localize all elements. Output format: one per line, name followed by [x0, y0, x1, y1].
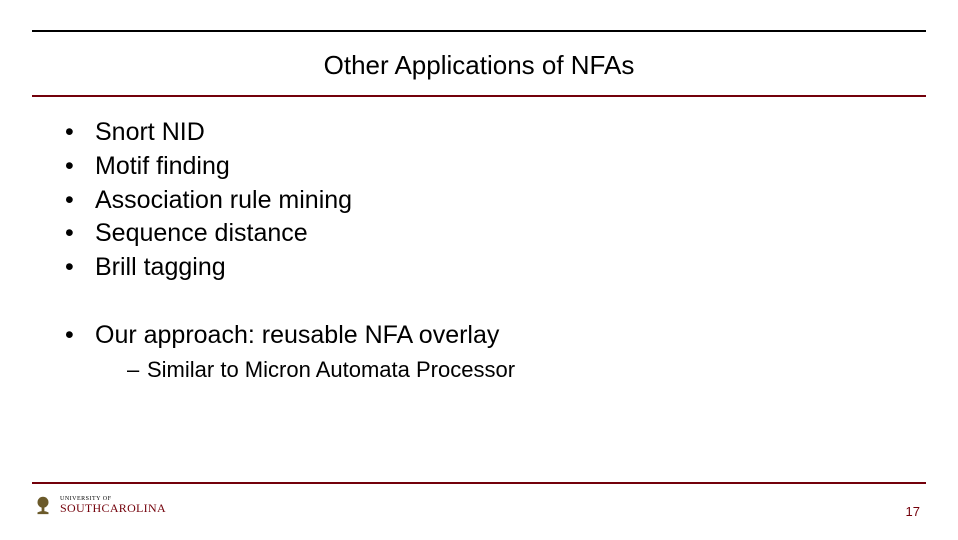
spacer: [65, 285, 898, 319]
sub-bullet-list: Similar to Micron Automata Processor: [95, 355, 898, 386]
logo-text: UNIVERSITY OF SOUTHCAROLINA: [60, 496, 166, 514]
bullet-list: Snort NID Motif finding Association rule…: [65, 116, 898, 285]
slide-title: Other Applications of NFAs: [0, 50, 958, 81]
logo-south: SOUTH: [60, 501, 102, 515]
bullet-item: Brill tagging: [65, 251, 898, 285]
bullet-item: Sequence distance: [65, 217, 898, 251]
slide-content: Snort NID Motif finding Association rule…: [65, 116, 898, 385]
sub-bullet-item: Similar to Micron Automata Processor: [95, 355, 898, 386]
bullet-item: Motif finding: [65, 150, 898, 184]
logo-carolina: CAROLINA: [102, 501, 166, 515]
divider-top-garnet: [32, 95, 926, 97]
slide: Other Applications of NFAs Snort NID Mot…: [0, 0, 958, 540]
bullet-item: Association rule mining: [65, 184, 898, 218]
usc-logo: UNIVERSITY OF SOUTHCAROLINA: [32, 494, 166, 516]
divider-top-black: [32, 30, 926, 32]
footer: UNIVERSITY OF SOUTHCAROLINA 17: [32, 490, 926, 530]
page-number: 17: [906, 504, 920, 519]
bullet-item: Our approach: reusable NFA overlay Simil…: [65, 319, 898, 386]
bullet-item: Snort NID: [65, 116, 898, 150]
logo-south-carolina: SOUTHCAROLINA: [60, 502, 166, 514]
bullet-list-2: Our approach: reusable NFA overlay Simil…: [65, 319, 898, 386]
divider-bottom-garnet: [32, 482, 926, 484]
bullet-text: Our approach: reusable NFA overlay: [95, 321, 499, 349]
tree-icon: [32, 494, 54, 516]
